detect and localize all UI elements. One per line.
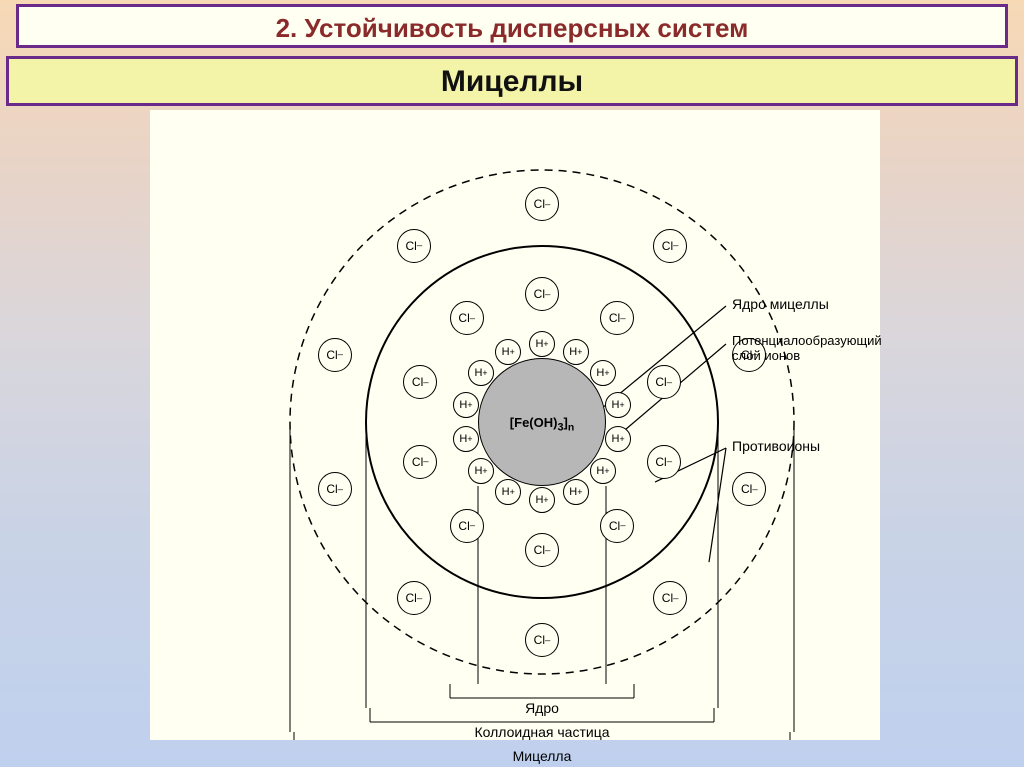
h-plus-ion: H+ — [563, 339, 589, 365]
section-title-text: 2. Устойчивость дисперсных систем — [276, 9, 749, 47]
topic-title-banner: Мицеллы — [6, 56, 1018, 106]
h-plus-ion: H+ — [453, 392, 479, 418]
cl-minus-ion-inner: Cl– — [525, 277, 559, 311]
annotation-label: Потенциалообразующий слой ионов — [732, 334, 882, 364]
cl-minus-ion-outer: Cl– — [525, 187, 559, 221]
cl-minus-ion-inner: Cl– — [600, 509, 634, 543]
cl-minus-ion-outer: Cl– — [653, 229, 687, 263]
cl-minus-ion-outer: Cl– — [318, 338, 352, 372]
topic-title-text: Мицеллы — [441, 60, 583, 104]
cl-minus-ion-inner: Cl– — [403, 445, 437, 479]
section-title-banner: 2. Устойчивость дисперсных систем — [16, 4, 1008, 48]
cl-minus-ion-inner: Cl– — [647, 445, 681, 479]
cl-minus-ion-outer: Cl– — [525, 623, 559, 657]
cl-minus-ion-inner: Cl– — [525, 533, 559, 567]
cl-minus-ion-inner: Cl– — [450, 509, 484, 543]
annotation-label: Ядро мицеллы — [732, 296, 829, 312]
h-plus-ion: H+ — [495, 339, 521, 365]
h-plus-ion: H+ — [529, 487, 555, 513]
bracket-label: Мицелла — [294, 748, 790, 764]
h-plus-ion: H+ — [563, 479, 589, 505]
cl-minus-ion-outer: Cl– — [397, 581, 431, 615]
h-plus-ion: H+ — [605, 392, 631, 418]
cl-minus-ion-outer: Cl– — [318, 472, 352, 506]
bracket-label: Ядро — [450, 700, 634, 716]
cl-minus-ion-inner: Cl– — [647, 365, 681, 399]
h-plus-ion: H+ — [590, 458, 616, 484]
h-plus-ion: H+ — [529, 331, 555, 357]
annotation-label: Противоионы — [732, 438, 820, 454]
micelle-core: [Fe(OH)3]n — [478, 358, 606, 486]
slide-background: 2. Устойчивость дисперсных систем Мицелл… — [0, 0, 1024, 767]
cl-minus-ion-inner: Cl– — [450, 301, 484, 335]
cl-minus-ion-outer: Cl– — [397, 229, 431, 263]
h-plus-ion: H+ — [468, 458, 494, 484]
core-formula: [Fe(OH)3]n — [510, 415, 574, 430]
bracket-label: Коллоидная частица — [370, 724, 714, 740]
micelle-diagram: [Fe(OH)3]n H+H+H+H+H+H+H+H+H+H+H+H+H+H+C… — [150, 110, 880, 740]
